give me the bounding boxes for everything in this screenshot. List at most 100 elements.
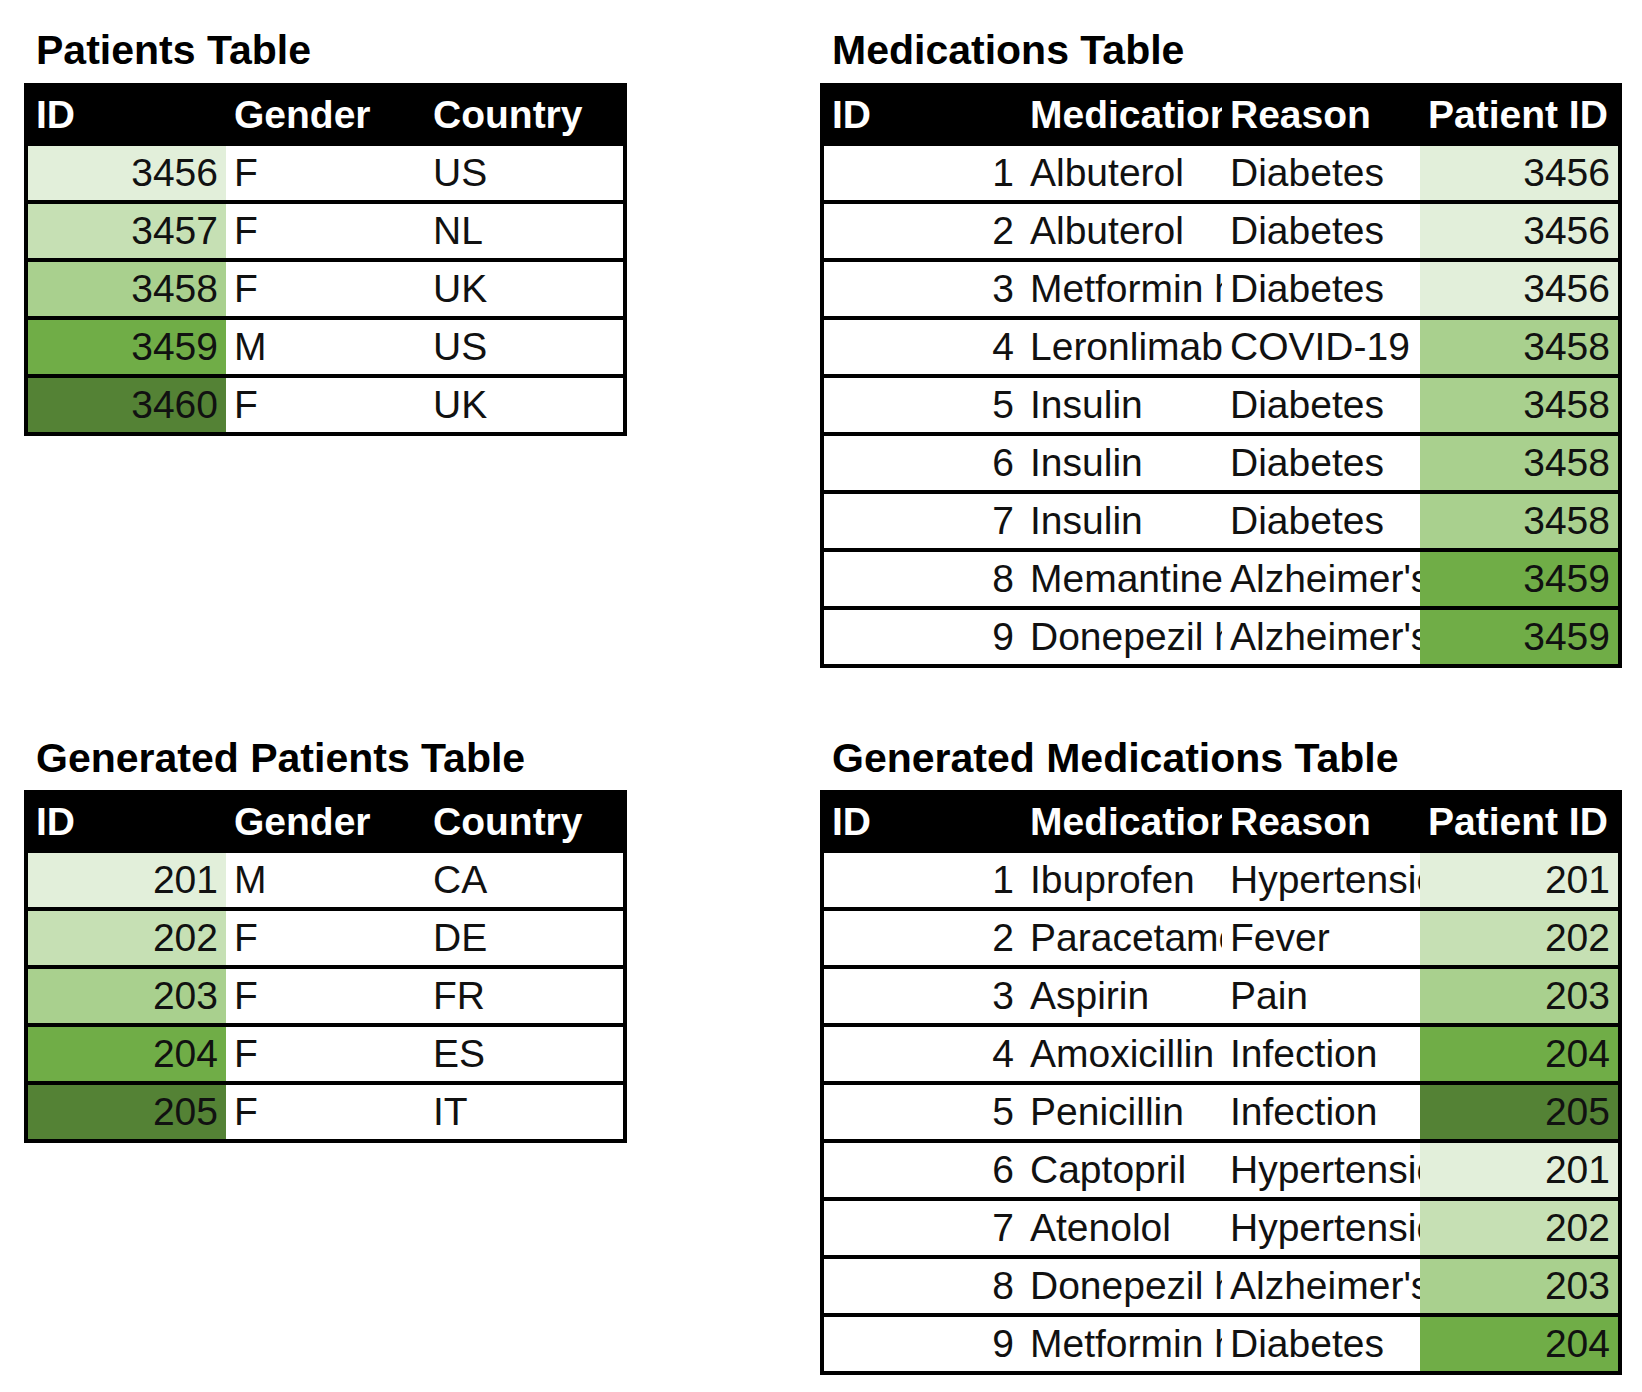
table-cell: F: [226, 1085, 425, 1139]
table-row: 4AmoxicillinInfection204: [824, 1023, 1618, 1081]
generated-patients-table-body: 201MCA202FDE203FFR204FES205FIT: [28, 849, 623, 1139]
table-cell: 3458: [1420, 378, 1618, 432]
table-cell: Atenolol: [1022, 1201, 1222, 1255]
table-cell: 1: [824, 146, 1022, 200]
patients-table-body: 3456FUS3457FNL3458FUK3459MUS3460FUK: [28, 142, 623, 432]
medications-table-body: 1AlbuterolDiabetes34562AlbuterolDiabetes…: [824, 142, 1618, 664]
table-cell: 3458: [1420, 436, 1618, 490]
column-header-medication: Medication: [1022, 87, 1222, 142]
table-cell: M: [226, 320, 425, 374]
table-cell: 201: [1420, 1143, 1618, 1197]
column-header-country: Country: [425, 794, 623, 849]
table-cell: 4: [824, 320, 1022, 374]
table-row: 3460FUK: [28, 374, 623, 432]
generated-patients-table-title: Generated Patients Table: [36, 738, 525, 779]
medications-table-title: Medications Table: [832, 30, 1184, 71]
table-cell: Captopril: [1022, 1143, 1222, 1197]
table-cell: 9: [824, 1317, 1022, 1371]
table-cell: Paracetamol: [1022, 911, 1222, 965]
table-cell: Insulin: [1022, 378, 1222, 432]
table-row: 2ParacetamolFever202: [824, 907, 1618, 965]
table-cell: F: [226, 146, 425, 200]
table-cell: 5: [824, 378, 1022, 432]
table-cell: 204: [1420, 1317, 1618, 1371]
table-cell: 201: [1420, 853, 1618, 907]
table-cell: 3: [824, 262, 1022, 316]
table-cell: Metformin hydrochloride: [1022, 262, 1222, 316]
table-cell: Memantine: [1022, 552, 1222, 606]
table-row: 3459MUS: [28, 316, 623, 374]
table-row: 205FIT: [28, 1081, 623, 1139]
table-cell: 201: [28, 853, 226, 907]
table-cell: F: [226, 204, 425, 258]
table-cell: Hypertension: [1222, 1201, 1420, 1255]
table-row: 203FFR: [28, 965, 623, 1023]
table-cell: Hypertension: [1222, 1143, 1420, 1197]
table-cell: Amoxicillin: [1022, 1027, 1222, 1081]
column-header-reason: Reason: [1222, 87, 1420, 142]
table-row: 3Metformin hydrochlorideDiabetes3456: [824, 258, 1618, 316]
table-cell: 1: [824, 853, 1022, 907]
table-cell: Diabetes: [1222, 1317, 1420, 1371]
table-cell: 5: [824, 1085, 1022, 1139]
table-cell: Penicillin: [1022, 1085, 1222, 1139]
table-row: 6CaptoprilHypertension201: [824, 1139, 1618, 1197]
table-cell: F: [226, 969, 425, 1023]
table-row: 3457FNL: [28, 200, 623, 258]
table-cell: Albuterol: [1022, 204, 1222, 258]
table-cell: 6: [824, 436, 1022, 490]
table-cell: 203: [28, 969, 226, 1023]
table-cell: 202: [1420, 1201, 1618, 1255]
table-cell: FR: [425, 969, 623, 1023]
table-cell: Diabetes: [1222, 494, 1420, 548]
table-row: 3458FUK: [28, 258, 623, 316]
figure-canvas: Patients Table ID Gender Country 3456FUS…: [0, 0, 1642, 1392]
table-row: 3AspirinPain203: [824, 965, 1618, 1023]
medications-table: ID Medication Reason Patient ID 1Albuter…: [820, 83, 1622, 668]
generated-medications-table-body: 1IbuprofenHypertension2012ParacetamolFev…: [824, 849, 1618, 1371]
table-cell: 3459: [28, 320, 226, 374]
table-cell: 202: [28, 911, 226, 965]
table-cell: 203: [1420, 969, 1618, 1023]
table-row: 3456FUS: [28, 142, 623, 200]
table-cell: Alzheimer's: [1222, 552, 1420, 606]
table-cell: 202: [1420, 911, 1618, 965]
column-header-id: ID: [28, 87, 226, 142]
table-cell: 3: [824, 969, 1022, 1023]
table-cell: Insulin: [1022, 494, 1222, 548]
table-row: 201MCA: [28, 849, 623, 907]
table-row: 5PenicillinInfection205: [824, 1081, 1618, 1139]
table-cell: 3458: [1420, 494, 1618, 548]
column-header-id: ID: [824, 794, 1022, 849]
table-cell: 2: [824, 204, 1022, 258]
table-cell: 6: [824, 1143, 1022, 1197]
table-cell: 3458: [1420, 320, 1618, 374]
patients-table-title: Patients Table: [36, 30, 311, 71]
table-row: 6InsulinDiabetes3458: [824, 432, 1618, 490]
table-cell: US: [425, 146, 623, 200]
column-header-gender: Gender: [226, 87, 425, 142]
table-row: 1IbuprofenHypertension201: [824, 849, 1618, 907]
table-cell: CA: [425, 853, 623, 907]
table-cell: 3456: [1420, 146, 1618, 200]
column-header-id: ID: [824, 87, 1022, 142]
table-cell: 7: [824, 494, 1022, 548]
table-cell: Pain: [1222, 969, 1420, 1023]
table-cell: 4: [824, 1027, 1022, 1081]
table-cell: ES: [425, 1027, 623, 1081]
generated-patients-table: ID Gender Country 201MCA202FDE203FFR204F…: [24, 790, 627, 1143]
table-cell: 3459: [1420, 610, 1618, 664]
table-cell: 3456: [1420, 204, 1618, 258]
table-cell: Alzheimer's: [1222, 610, 1420, 664]
table-cell: Fever: [1222, 911, 1420, 965]
table-cell: Insulin: [1022, 436, 1222, 490]
table-row: 202FDE: [28, 907, 623, 965]
table-cell: Albuterol: [1022, 146, 1222, 200]
column-header-patient-id: Patient ID: [1420, 794, 1618, 849]
table-row: 7InsulinDiabetes3458: [824, 490, 1618, 548]
table-cell: 2: [824, 911, 1022, 965]
table-cell: 8: [824, 552, 1022, 606]
table-cell: Hypertension: [1222, 853, 1420, 907]
generated-medications-table: ID Medication Reason Patient ID 1Ibuprof…: [820, 790, 1622, 1375]
table-row: 2AlbuterolDiabetes3456: [824, 200, 1618, 258]
